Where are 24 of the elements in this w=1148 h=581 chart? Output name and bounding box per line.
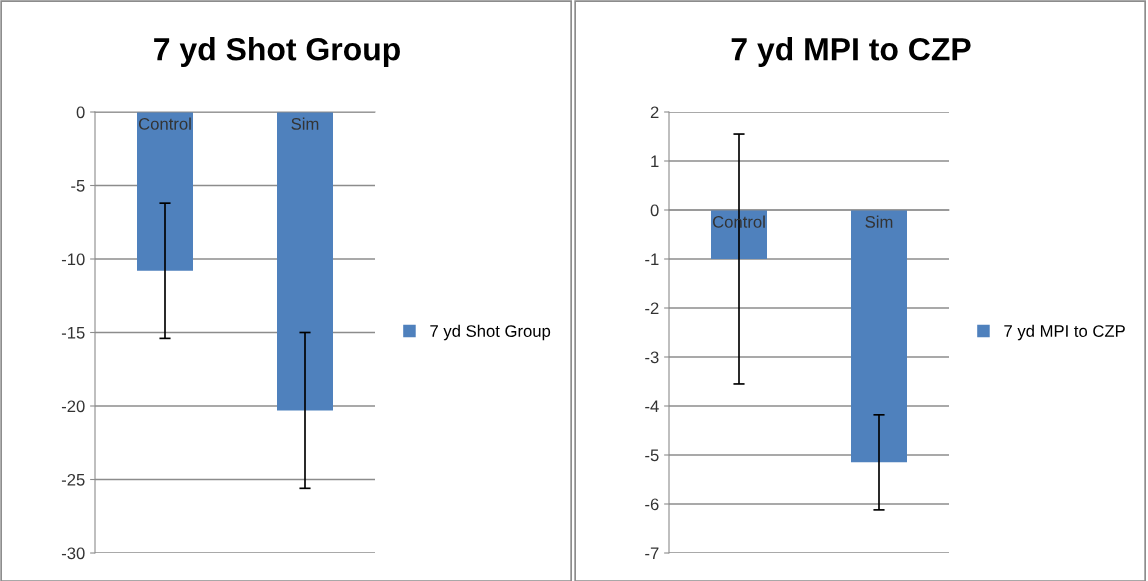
- y-tick-label: -30: [61, 547, 85, 560]
- y-tick-label: -2: [645, 302, 659, 315]
- y-tick-label: 0: [76, 106, 85, 119]
- chart-title: 7 yd Shot Group: [154, 37, 400, 67]
- chart-title: 7 yd MPI to CZP: [731, 37, 971, 67]
- y-tick-label: 2: [650, 106, 659, 119]
- y-tick-label: -25: [61, 473, 85, 486]
- y-tick-label: -10: [61, 253, 85, 266]
- y-tick-label: -6: [645, 498, 659, 511]
- y-tick-label: 1: [651, 155, 659, 168]
- x-tick-label: Sim: [865, 215, 893, 228]
- y-tick-label: -4: [645, 400, 659, 413]
- legend-label: 7 yd MPI to CZP: [1004, 324, 1125, 341]
- x-tick-label: Sim: [291, 117, 319, 130]
- y-tick-label: -7: [645, 547, 659, 560]
- y-tick-label: -1: [645, 253, 659, 266]
- y-tick-label: -5: [645, 449, 659, 462]
- y-tick-label: -15: [61, 327, 85, 339]
- y-tick-label: 0: [650, 204, 659, 217]
- y-tick-label: -5: [71, 180, 85, 192]
- y-tick-label: -20: [61, 400, 85, 413]
- legend-label: 7 yd Shot Group: [430, 324, 551, 341]
- y-tick-label: -3: [645, 351, 659, 364]
- x-tick-label: Control: [138, 117, 191, 130]
